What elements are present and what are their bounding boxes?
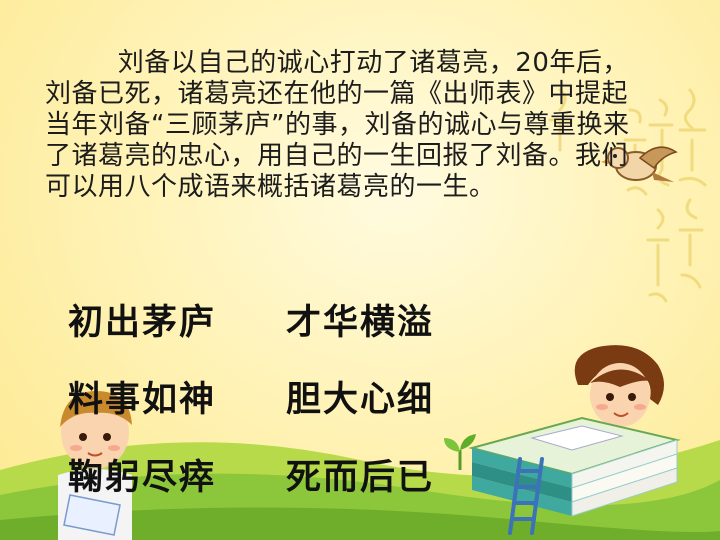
idiom-2: 才华横溢 [286,303,435,343]
book-stack-icon [462,408,682,518]
boy-illustration-icon [40,385,150,540]
idiom-3: 料事如神 [68,380,217,420]
description-paragraph: 刘备以自己的诚心打动了诸葛亮，20年后，刘备已死，诸葛亮还在他的一篇《出师表》中… [45,48,630,202]
idiom-4: 胆大心细 [286,380,435,420]
sprout-icon [440,432,480,472]
idiom-1: 初出茅庐 [68,303,217,343]
bird-icon [600,128,680,198]
idiom-5: 鞠躬尽瘁 [68,458,217,498]
calligraphy-watermark-icon [540,70,720,330]
hills-background [0,400,720,540]
ladder-icon [498,455,548,535]
idiom-6: 死而后已 [286,458,435,498]
